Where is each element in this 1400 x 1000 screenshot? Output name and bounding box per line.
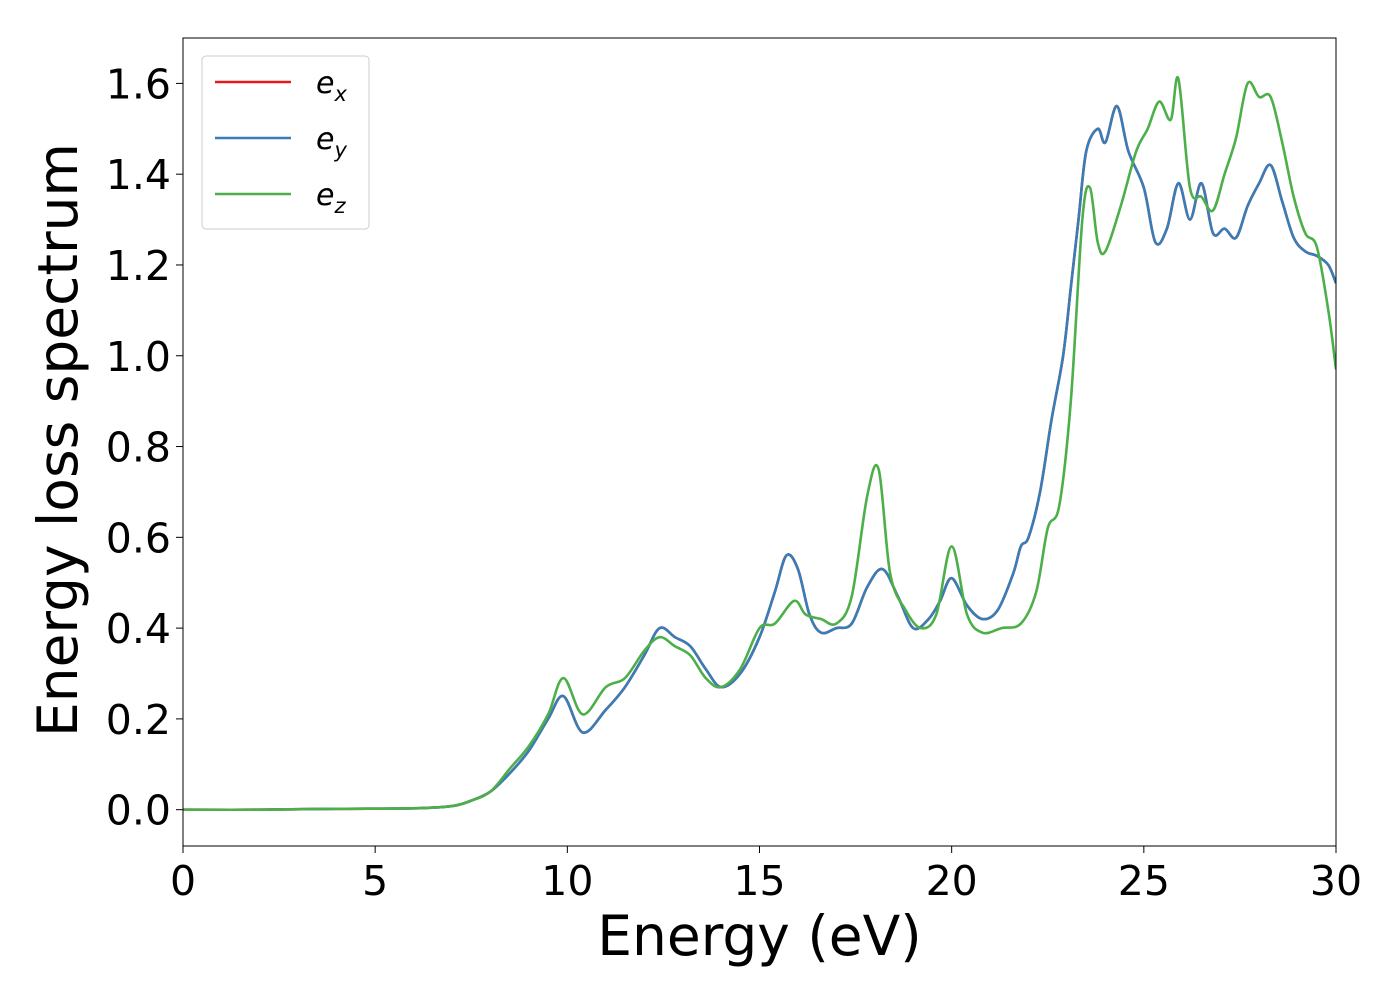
- legend-label-z: ez: [316, 178, 346, 218]
- x-tick-label: 30: [1310, 857, 1362, 905]
- y-tick-label: 0.0: [106, 787, 171, 835]
- y-axis-ticks: 0.0 0.2 0.4 0.6 0.8 1.0 1.2 1.4 1.6: [106, 60, 183, 835]
- series-line-y: [183, 104, 1336, 812]
- legend-box: [201, 55, 370, 230]
- y-tick-label: 0.8: [106, 424, 171, 472]
- x-tick-label: 25: [1118, 857, 1170, 905]
- x-tick-label: 0: [170, 857, 196, 905]
- y-tick-label: 0.2: [106, 696, 171, 744]
- y-tick-label: 1.4: [106, 151, 171, 199]
- x-tick-label: 10: [541, 857, 593, 905]
- legend-label-y: ey: [316, 122, 347, 162]
- series-lines: [183, 75, 1336, 812]
- x-axis-label: Energy (eV): [597, 904, 921, 968]
- series-line-z: [183, 75, 1336, 812]
- x-tick-label: 20: [926, 857, 978, 905]
- y-tick-label: 1.2: [106, 242, 171, 290]
- y-tick-label: 1.0: [106, 333, 171, 381]
- x-axis-ticks: 0 5 10 15 20 25 30: [170, 846, 1362, 905]
- y-tick-label: 0.6: [106, 514, 171, 562]
- legend: ex ey ez: [201, 55, 370, 230]
- x-tick-label: 15: [733, 857, 785, 905]
- y-axis-label: Energy loss spectrum: [26, 143, 90, 737]
- y-tick-label: 1.6: [106, 60, 171, 108]
- y-tick-label: 0.4: [106, 605, 171, 653]
- legend-label-x: ex: [316, 66, 347, 106]
- x-tick-label: 5: [362, 857, 388, 905]
